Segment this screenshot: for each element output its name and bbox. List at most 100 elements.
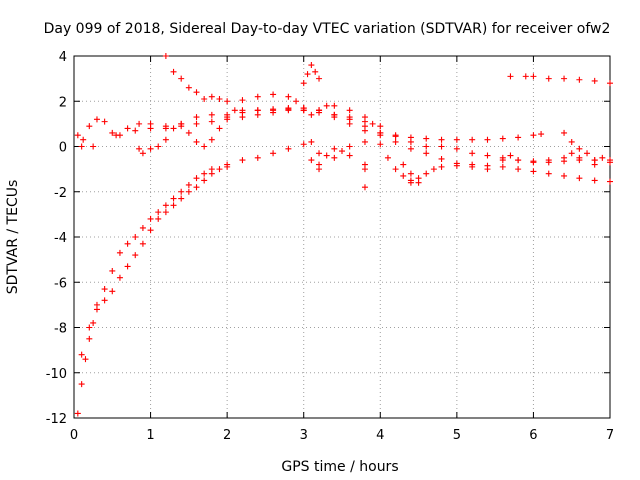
data-point (239, 107, 246, 114)
x-tick-label: 6 (529, 428, 537, 443)
data-point (312, 68, 319, 75)
data-point (515, 166, 522, 173)
data-point (423, 143, 430, 150)
data-point (530, 132, 537, 139)
data-point (78, 143, 85, 150)
data-point (300, 141, 307, 148)
data-point (86, 335, 93, 342)
data-point (193, 89, 200, 96)
y-tick-label: -8 (54, 322, 67, 337)
data-point (132, 127, 139, 134)
data-point (576, 145, 583, 152)
data-point (545, 157, 552, 164)
data-point (323, 152, 330, 159)
data-point (484, 136, 491, 143)
data-point (208, 118, 215, 125)
data-point (147, 120, 154, 127)
data-point (484, 152, 491, 159)
chart-grid (74, 56, 610, 418)
data-point (377, 129, 384, 136)
data-point (178, 195, 185, 202)
data-point (74, 410, 81, 417)
x-tick-label: 4 (376, 428, 384, 443)
data-point (293, 98, 300, 105)
data-point (82, 356, 89, 363)
data-point (285, 145, 292, 152)
data-point (109, 267, 116, 274)
data-point (515, 134, 522, 141)
data-point (576, 76, 583, 83)
series-track-4 (162, 53, 384, 136)
data-point (193, 114, 200, 121)
series-track-5 (507, 73, 613, 87)
data-point (308, 157, 315, 164)
data-point (423, 170, 430, 177)
data-point (136, 145, 143, 152)
data-point (254, 154, 261, 161)
y-tick-label: -2 (54, 186, 67, 201)
y-axis: -12 -10 -8 -6 -4 -2 0 2 4 (46, 50, 610, 427)
data-point (231, 107, 238, 114)
x-axis-label: GPS time / hours (281, 459, 398, 475)
data-point (185, 181, 192, 188)
data-point (316, 107, 323, 114)
data-point (561, 75, 568, 82)
data-point (101, 118, 108, 125)
data-point (308, 138, 315, 145)
data-point (147, 215, 154, 222)
data-point (193, 120, 200, 127)
data-point (545, 170, 552, 177)
data-point (147, 227, 154, 234)
data-point (78, 381, 85, 388)
y-tick-label: -10 (46, 367, 67, 382)
data-point (109, 288, 116, 295)
data-point (384, 154, 391, 161)
data-point (361, 184, 368, 191)
data-point (93, 306, 100, 313)
series-track-6 (74, 138, 613, 417)
data-point (369, 120, 376, 127)
data-point (201, 95, 208, 102)
data-point (208, 111, 215, 118)
series-scatter (78, 62, 606, 191)
data-point (239, 157, 246, 164)
data-point (584, 150, 591, 157)
data-point (530, 168, 537, 175)
data-point (270, 150, 277, 157)
data-point (576, 154, 583, 161)
y-tick-label: 0 (59, 141, 67, 156)
data-point (185, 188, 192, 195)
data-point (101, 286, 108, 293)
data-point (361, 114, 368, 121)
data-point (124, 240, 131, 247)
data-point (86, 324, 93, 331)
x-tick-label: 2 (223, 428, 231, 443)
data-point (453, 162, 460, 169)
x-tick-label: 5 (453, 428, 461, 443)
data-point (80, 136, 87, 143)
data-point (208, 93, 215, 100)
data-point (113, 132, 120, 139)
data-point (530, 159, 537, 166)
data-point (285, 93, 292, 100)
data-point (139, 150, 146, 157)
data-point (361, 138, 368, 145)
data-point (607, 178, 613, 185)
data-point (392, 138, 399, 145)
data-point (239, 97, 246, 104)
data-point (507, 73, 514, 80)
data-point (136, 120, 143, 127)
data-point (139, 240, 146, 247)
data-point (400, 161, 407, 168)
data-point (208, 136, 215, 143)
data-point (561, 172, 568, 179)
data-point (316, 75, 323, 82)
data-point (377, 141, 384, 148)
series-track-7 (78, 163, 231, 358)
data-point (430, 166, 437, 173)
chart-title: Day 099 of 2018, Sidereal Day-to-day VTE… (44, 21, 611, 37)
data-point (132, 252, 139, 259)
data-point (400, 172, 407, 179)
data-point (216, 166, 223, 173)
